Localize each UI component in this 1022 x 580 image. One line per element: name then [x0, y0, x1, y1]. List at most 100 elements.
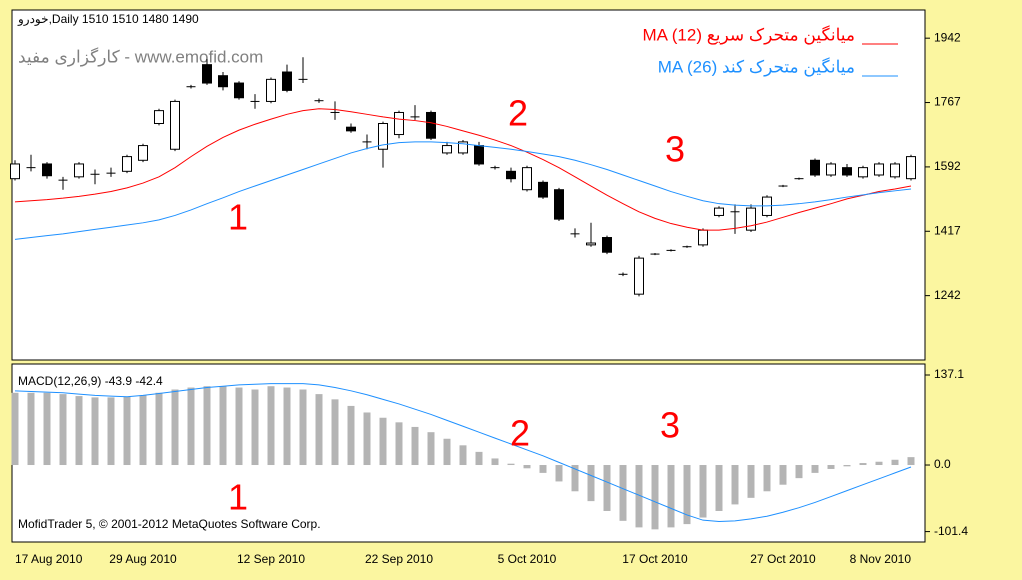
histogram-bar	[475, 451, 483, 466]
candle-body	[890, 163, 900, 178]
histogram-bar	[827, 465, 835, 469]
histogram-bar	[107, 397, 115, 466]
y-tick-label: 137.1	[934, 367, 964, 381]
candle-body	[842, 167, 852, 176]
y-tick-label: -101.4	[934, 524, 968, 538]
histogram-bar	[747, 465, 755, 498]
annotation: 3	[665, 129, 685, 170]
histogram-bar	[603, 465, 611, 511]
histogram-bar	[219, 386, 227, 466]
macd-title: MACD(12,26,9) -43.9 -42.4	[18, 374, 163, 388]
candle-body	[906, 156, 916, 180]
histogram-bar	[523, 465, 531, 469]
footer: MofidTrader 5, © 2001-2012 MetaQuotes So…	[18, 517, 321, 531]
candle-body	[170, 100, 180, 150]
candle-body	[42, 163, 52, 177]
candle-body	[506, 170, 516, 180]
histogram-bar	[507, 463, 515, 466]
histogram-bar	[91, 397, 99, 466]
legend-label: MA (12) میانگین متحرک سریع	[642, 24, 855, 45]
histogram-bar	[459, 445, 467, 466]
histogram-bar	[59, 394, 67, 466]
y-tick-label: 1767	[934, 95, 961, 109]
histogram-bar	[587, 465, 595, 502]
price-panel	[11, 9, 926, 361]
legend-label: MA (26) میانگین متحرک کند	[658, 56, 855, 77]
x-tick-label: 12 Sep 2010	[237, 552, 305, 566]
x-tick-label: 27 Oct 2010	[750, 552, 816, 566]
annotation: 1	[228, 477, 248, 518]
histogram-bar	[123, 396, 131, 466]
histogram-bar	[555, 465, 563, 482]
candle-body	[634, 257, 644, 295]
candle-body	[810, 159, 820, 176]
histogram-bar	[379, 417, 387, 466]
histogram-bar	[331, 399, 339, 466]
histogram-bar	[315, 394, 323, 466]
ma-line	[14, 108, 912, 231]
histogram-bar	[907, 457, 915, 466]
y-tick-label: 1417	[934, 223, 961, 237]
candle-body	[602, 237, 612, 253]
histogram-bar	[443, 438, 451, 466]
histogram-bar	[347, 405, 355, 466]
histogram-bar	[683, 465, 691, 525]
y-tick-label: 1242	[934, 288, 961, 302]
candle-body	[218, 75, 228, 88]
histogram-bar	[267, 386, 275, 466]
candle-body	[154, 110, 164, 125]
histogram-bar	[363, 412, 371, 466]
candle-body	[266, 78, 276, 102]
histogram-bar	[731, 465, 739, 505]
x-tick-label: 8 Nov 2010	[850, 552, 912, 566]
candle-body	[122, 156, 132, 172]
candle-body	[714, 207, 724, 216]
histogram-bar	[139, 395, 147, 466]
candle-body	[138, 145, 148, 161]
annotation: 2	[510, 413, 530, 454]
ma-line	[14, 141, 912, 240]
y-tick-label: 1942	[934, 30, 961, 44]
candle-body	[394, 111, 404, 136]
candle-body	[522, 167, 532, 191]
candle-body	[458, 141, 468, 154]
candle-body	[874, 163, 884, 176]
histogram-bar	[763, 465, 771, 492]
histogram-bar	[75, 396, 83, 466]
histogram-bar	[299, 389, 307, 466]
histogram-bar	[43, 392, 51, 466]
x-tick-label: 5 Oct 2010	[498, 552, 557, 566]
histogram-bar	[187, 387, 195, 466]
histogram-bar	[779, 465, 787, 485]
candle-body	[698, 229, 708, 246]
candle-body	[538, 181, 548, 198]
histogram-bar	[891, 459, 899, 466]
candle-body	[426, 111, 436, 139]
histogram-bar	[11, 392, 19, 466]
histogram-bar	[571, 465, 579, 492]
histogram-bar	[283, 387, 291, 466]
y-tick-label: 1592	[934, 159, 961, 173]
candle-body	[234, 82, 244, 99]
candle-body	[474, 145, 484, 165]
histogram-bar	[795, 465, 803, 479]
candle-body	[826, 163, 836, 176]
histogram-bar	[491, 458, 499, 466]
histogram-bar	[411, 426, 419, 466]
macd-panel	[11, 363, 926, 543]
histogram-bar	[875, 461, 883, 466]
histogram-bar	[635, 465, 643, 528]
candle-body	[282, 71, 292, 91]
histogram-bar	[811, 465, 819, 473]
candle-body	[346, 126, 356, 132]
annotation: 2	[508, 93, 528, 134]
candle-body	[554, 189, 564, 220]
annotation: 1	[228, 197, 248, 238]
candle-body	[202, 64, 212, 84]
histogram-bar	[715, 465, 723, 511]
histogram-bar	[155, 392, 163, 466]
histogram-bar	[619, 465, 627, 521]
candle-body	[74, 163, 84, 178]
candle-body	[586, 242, 596, 246]
